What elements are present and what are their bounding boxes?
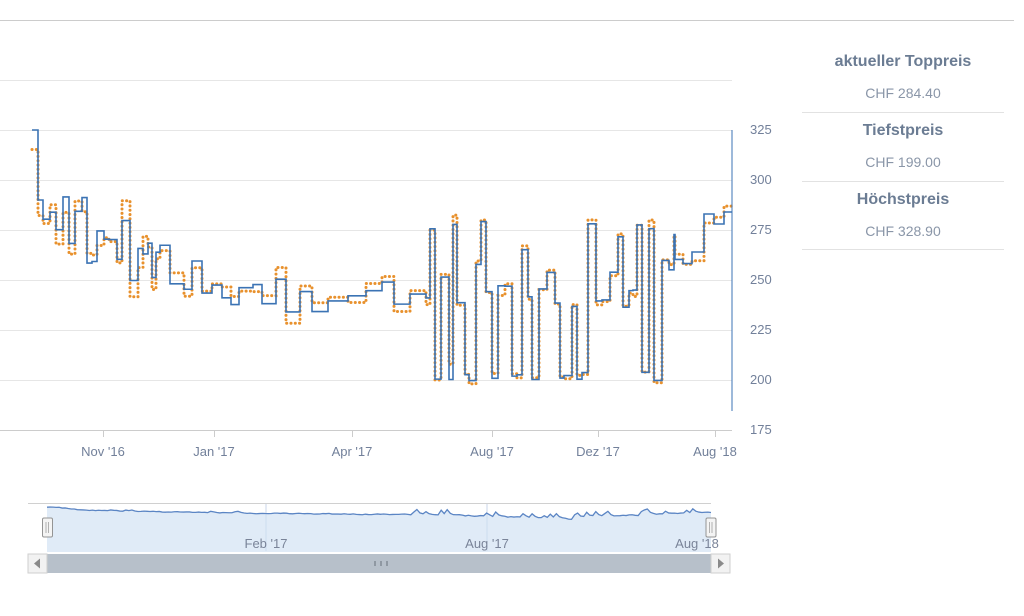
svg-text:Aug '17: Aug '17 [465, 536, 509, 551]
svg-text:Aug '18: Aug '18 [675, 536, 719, 551]
svg-text:Feb '17: Feb '17 [245, 536, 288, 551]
